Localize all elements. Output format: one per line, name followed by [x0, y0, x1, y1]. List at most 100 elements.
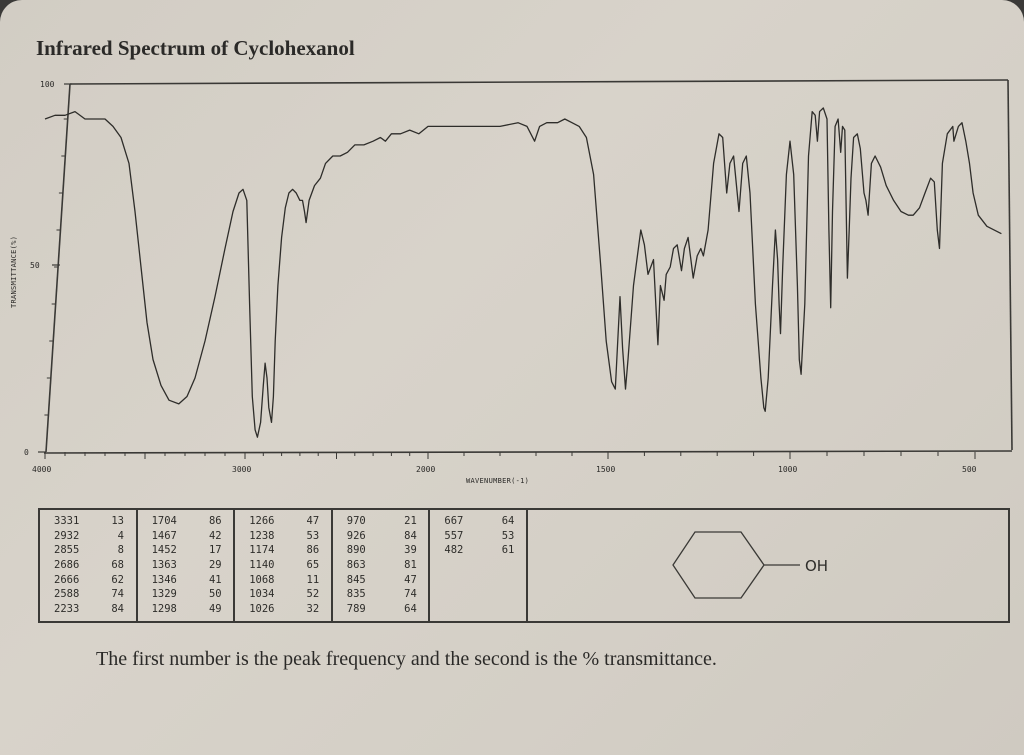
peak-transmittance: 64	[404, 602, 417, 615]
peak-transmittance: 32	[306, 602, 320, 615]
peak-row: 482 61	[444, 543, 526, 558]
peak-frequency: 1363	[151, 559, 177, 572]
peak-frequency: 1174	[249, 544, 275, 557]
peak-row: 1068 11	[249, 572, 331, 587]
peak-frequency: 667	[444, 515, 464, 528]
peak-row: 3331 13	[54, 514, 136, 529]
peak-column-2: 1704 86 1467 42 1452 17 1363 29 1346 41 1329 50 1298…	[138, 510, 236, 621]
chart-title: Infrared Spectrum of Cyclohexanol	[36, 36, 355, 60]
peak-row: 1238 53	[249, 529, 331, 544]
spectrum-trace	[44, 107, 1002, 438]
peak-frequency: 970	[346, 515, 366, 528]
peak-transmittance: 81	[404, 559, 417, 572]
peak-row: 835 74	[347, 587, 429, 602]
ir-spectrum-chart: 100 50 0 TRANSMITTANCE(%) 4000 3000 2000…	[10, 80, 1002, 485]
peak-frequency: 482	[444, 544, 464, 557]
peak-frequency: 1467	[151, 529, 177, 542]
y-axis-title: TRANSMITTANCE(%)	[10, 236, 18, 308]
peak-transmittance: 86	[208, 515, 222, 528]
peak-transmittance: 52	[306, 588, 320, 601]
x-axis-title: WAVENUMBER(-1)	[466, 477, 529, 485]
peak-transmittance: 39	[404, 544, 417, 557]
x-tick-500: 500	[962, 465, 977, 474]
x-tick-4000: 4000	[32, 465, 51, 474]
peak-transmittance: 8	[117, 544, 124, 557]
peak-row: 1174 86	[249, 543, 331, 558]
peak-transmittance: 68	[111, 559, 124, 572]
x-tick-1000: 1000	[778, 465, 797, 474]
peak-transmittance: 47	[306, 515, 320, 528]
peak-transmittance: 53	[501, 529, 515, 542]
peak-row: 1452 17	[152, 543, 234, 558]
peak-frequency: 2686	[54, 559, 80, 572]
peak-transmittance: 29	[208, 559, 222, 572]
peak-frequency: 1034	[249, 588, 275, 601]
y-tick-100: 100	[40, 80, 55, 89]
peak-frequency: 1266	[249, 515, 275, 528]
peak-row: 890 39	[347, 543, 429, 558]
peak-row: 1298 49	[152, 602, 234, 617]
peak-row: 1140 65	[249, 558, 331, 573]
peak-frequency: 1140	[249, 559, 275, 572]
peak-row: 1346 41	[152, 572, 234, 587]
caption: The first number is the peak frequency a…	[96, 648, 717, 670]
peak-frequency: 2588	[54, 588, 80, 601]
peak-frequency: 890	[346, 544, 366, 557]
peak-transmittance: 42	[208, 529, 222, 542]
peak-frequency: 2932	[54, 529, 80, 542]
peak-transmittance: 86	[306, 544, 320, 557]
peak-column-5: 667 64 557 53 482 61	[430, 510, 528, 621]
peak-row: 1467 42	[152, 529, 234, 544]
y-tick-50: 50	[30, 261, 40, 270]
peak-transmittance: 47	[404, 573, 417, 586]
x-tick-2000: 2000	[416, 465, 435, 474]
peak-row: 2855 8	[54, 543, 136, 558]
peak-row: 1329 50	[152, 587, 234, 602]
peak-column-1: 3331 13 2932 4 2855 8 2686 68 2666 62 2588 74 2233 84	[40, 510, 138, 621]
peak-frequency: 557	[444, 529, 464, 542]
peak-row: 557 53	[444, 529, 526, 544]
peak-frequency: 1704	[151, 515, 177, 528]
peak-frequency: 3331	[54, 515, 80, 528]
peak-transmittance: 4	[117, 529, 124, 542]
peak-row: 789 64	[347, 602, 429, 617]
peak-transmittance: 21	[404, 515, 417, 528]
peak-transmittance: 11	[306, 573, 320, 586]
peak-row: 2686 68	[54, 558, 136, 573]
peak-transmittance: 74	[111, 588, 124, 601]
peak-row: 1034 52	[249, 587, 331, 602]
peak-column-4: 970 21 926 84 890 39 863 81 845 47 835 74 789 64	[333, 510, 431, 621]
hydroxyl-label: OH	[805, 557, 828, 575]
peak-row: 1704 86	[152, 514, 234, 529]
peak-frequency: 2666	[54, 573, 80, 586]
peak-frequency: 789	[346, 602, 366, 615]
peak-transmittance: 13	[111, 515, 124, 528]
peak-row: 1363 29	[152, 558, 234, 573]
peak-transmittance: 49	[208, 602, 222, 615]
peak-row: 2588 74	[54, 587, 136, 602]
peak-frequency: 845	[346, 573, 366, 586]
peak-frequency: 926	[346, 529, 366, 542]
peak-row: 667 64	[444, 514, 526, 529]
peak-transmittance: 41	[208, 573, 222, 586]
peak-row: 1026 32	[249, 602, 331, 617]
y-tick-0: 0	[24, 448, 29, 457]
peak-frequency: 1026	[249, 602, 275, 615]
peak-frequency: 1452	[151, 544, 177, 557]
peak-row: 970 21	[347, 514, 429, 529]
peak-row: 926 84	[347, 529, 429, 544]
peak-frequency: 835	[346, 588, 366, 601]
peak-table: 3331 13 2932 4 2855 8 2686 68 2666 62 2588 74 2233 84…	[38, 508, 1010, 623]
structure-cell: OH	[528, 510, 1008, 621]
peak-row: 845 47	[347, 572, 429, 587]
peak-frequency: 1329	[151, 588, 177, 601]
peak-frequency: 1346	[151, 573, 177, 586]
peak-frequency: 1068	[249, 573, 275, 586]
peak-transmittance: 62	[111, 573, 124, 586]
peak-frequency: 2233	[54, 602, 80, 615]
x-tick-1500: 1500	[596, 465, 615, 474]
peak-frequency: 863	[346, 559, 366, 572]
peak-transmittance: 65	[306, 559, 320, 572]
peak-frequency: 1298	[151, 602, 177, 615]
